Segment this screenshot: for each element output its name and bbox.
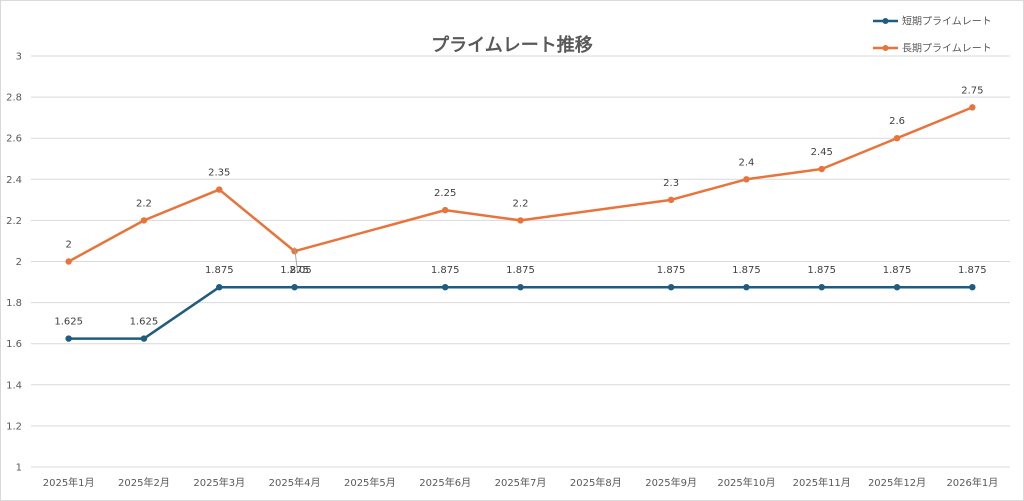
data-label: 2.2 [513, 198, 529, 209]
legend-marker [882, 18, 889, 24]
x-tick-label: 2025年4月 [269, 476, 321, 489]
data-point [667, 283, 675, 291]
legend-marker [882, 45, 889, 51]
data-label: 1.625 [54, 317, 83, 328]
gridlines [31, 55, 1010, 468]
data-label: 1.875 [807, 265, 836, 276]
y-axis-ticks: 1 1.2 1.4 1.6 1.8 2 2.2 2.4 2.6 2.8 3 [6, 52, 22, 474]
data-point [65, 258, 72, 265]
x-tick-label: 2025年5月 [344, 476, 396, 489]
data-point [441, 206, 449, 214]
data-point [216, 186, 223, 193]
y-tick-label: 2.4 [6, 175, 22, 186]
data-label: 2.35 [208, 168, 230, 179]
data-label: 2.6 [889, 116, 905, 127]
x-tick-label: 2025年11月 [793, 476, 851, 489]
y-tick-label: 2.2 [6, 216, 22, 227]
x-tick-label: 2025年7月 [495, 476, 547, 489]
data-point [517, 217, 524, 224]
data-label: 2.25 [434, 188, 456, 199]
data-label: 1.875 [657, 265, 686, 276]
data-label: 1.875 [431, 265, 460, 276]
data-label: 2.2 [136, 198, 152, 209]
y-tick-label: 1.8 [6, 298, 22, 309]
data-point [65, 335, 72, 342]
x-tick-label: 2025年6月 [419, 476, 471, 489]
data-point [291, 283, 298, 291]
data-label: 1.875 [506, 265, 535, 276]
data-label: 1.875 [958, 265, 987, 276]
legend-item: 長期プライムレート [873, 43, 992, 55]
chart-title: プライムレート推移 [431, 34, 593, 56]
label-leader-line [294, 247, 299, 273]
data-label: 1.875 [732, 265, 761, 276]
y-tick-label: 1.6 [6, 339, 22, 350]
x-tick-label: 2025年10月 [717, 476, 775, 489]
data-label: 1.875 [205, 265, 234, 276]
legend-label: 短期プライムレート [902, 15, 992, 28]
data-label: 2.45 [811, 147, 833, 158]
x-tick-label: 2025年1月 [43, 476, 95, 489]
y-tick-label: 1.4 [6, 380, 22, 391]
data-point [743, 283, 750, 291]
data-point [140, 217, 148, 224]
y-tick-label: 2.6 [6, 134, 22, 145]
data-label: 2.4 [738, 157, 754, 168]
x-tick-label: 2025年12月 [868, 476, 926, 489]
data-point [818, 165, 825, 173]
data-point [969, 104, 976, 111]
data-label: 1.625 [130, 317, 159, 328]
y-tick-label: 1 [16, 463, 22, 474]
y-tick-label: 3 [16, 52, 22, 63]
data-point [441, 283, 449, 291]
data-label: 2.75 [961, 85, 983, 96]
data-label: 1.875 [280, 265, 309, 276]
data-label: 1.875 [883, 265, 912, 276]
data-point [140, 335, 148, 342]
series-line-short [68, 285, 973, 340]
data-label: 2.3 [663, 178, 679, 189]
legend-item: 短期プライムレート [873, 15, 992, 28]
data-point [216, 283, 223, 291]
data-point [667, 196, 675, 204]
data-label: 2 [65, 240, 71, 251]
data-label: 2.05 [289, 265, 311, 276]
series-line-long [68, 106, 973, 263]
data-point [969, 283, 976, 291]
legend-label: 長期プライムレート [902, 43, 992, 55]
y-tick-label: 2 [16, 257, 22, 268]
x-tick-label: 2025年3月 [193, 476, 245, 489]
data-point [517, 283, 524, 291]
series-layer [65, 104, 976, 342]
data-point [818, 283, 825, 291]
y-tick-label: 1.2 [6, 421, 22, 432]
data-point [743, 176, 750, 183]
x-axis-ticks: 2025年1月 2025年2月 2025年3月 2025年4月 2025年5月 2025年… [43, 476, 999, 489]
x-tick-label: 2025年9月 [645, 476, 697, 489]
data-point [893, 283, 901, 291]
data-labels: 2 2.2 2.35 2.05 2.25 2.2 2.3 2.4 2.45 2.6 2.75 1.62… [54, 85, 986, 327]
data-point [893, 135, 901, 142]
x-tick-label: 2026年1月 [946, 476, 998, 489]
y-tick-label: 2.8 [6, 93, 22, 104]
x-tick-label: 2025年8月 [570, 476, 622, 489]
x-tick-label: 2025年2月 [118, 476, 170, 489]
